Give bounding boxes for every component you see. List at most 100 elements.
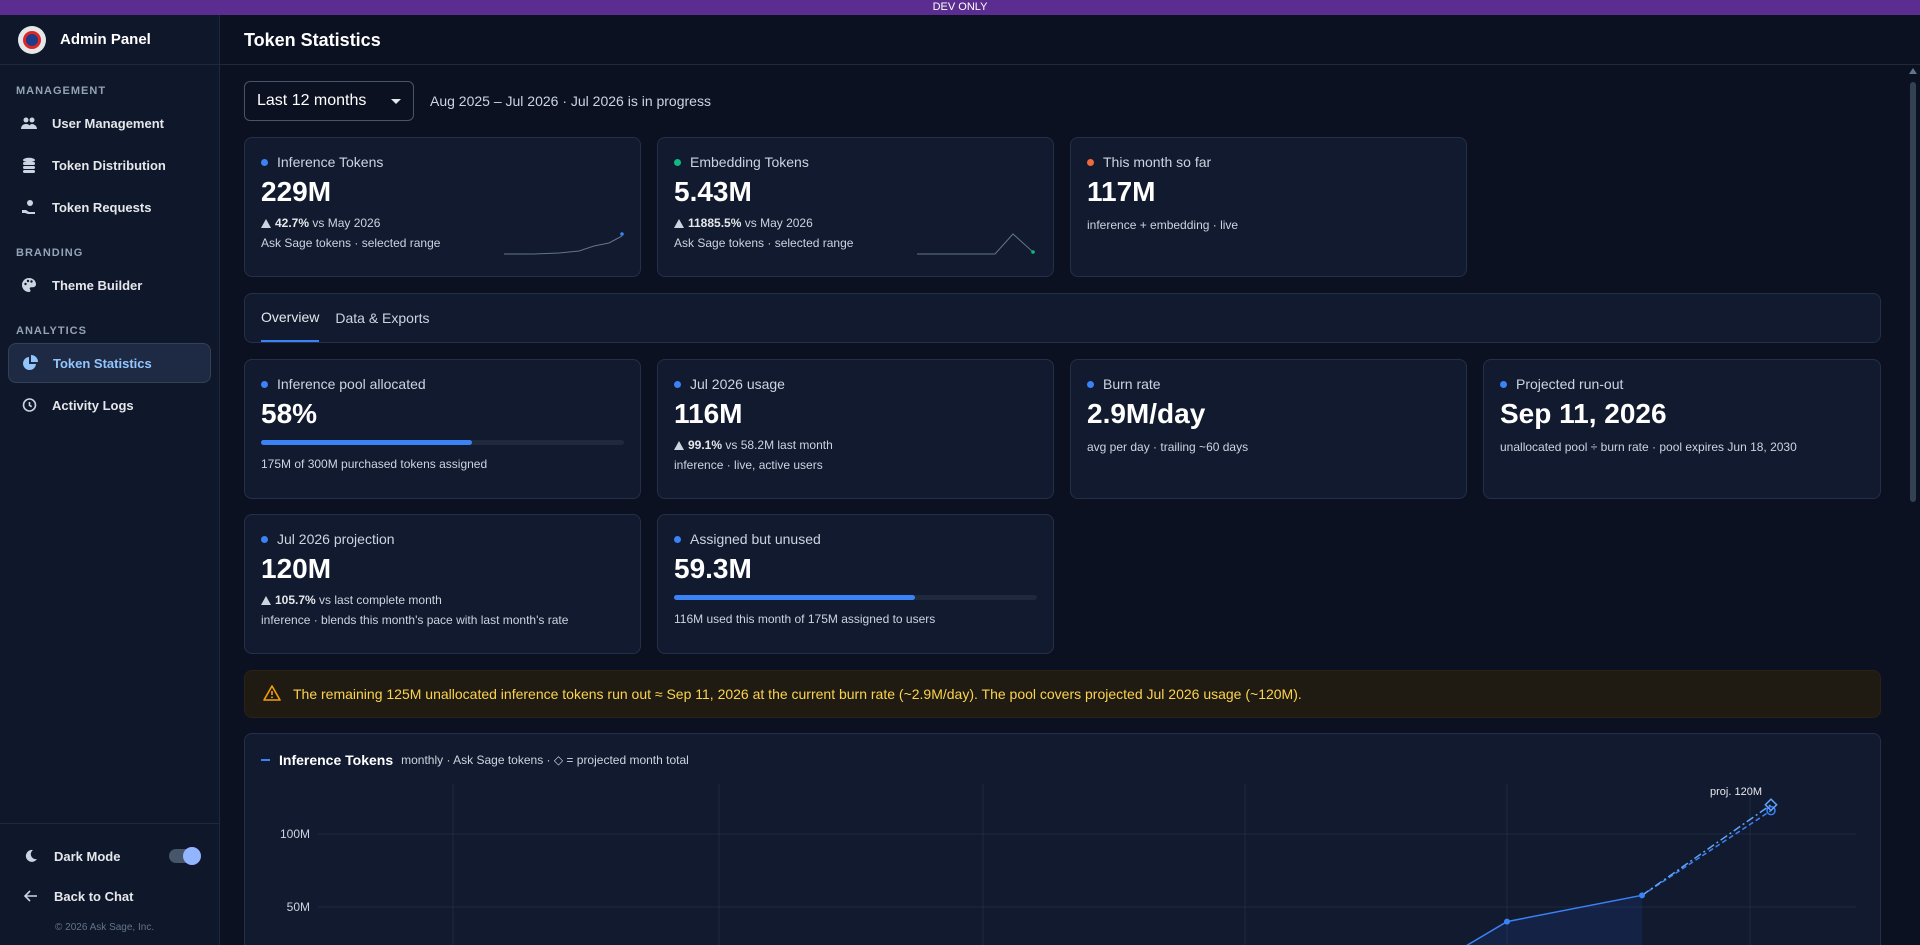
- sidebar-item-token-distribution[interactable]: Token Distribution: [8, 145, 211, 185]
- summary-card-month-so-far: This month so far 117M inference + embed…: [1070, 137, 1467, 277]
- coins-icon: [20, 156, 38, 174]
- metric-card-assigned-unused: Assigned but unused 59.3M 116M used this…: [657, 514, 1054, 654]
- triangle-up-icon: [674, 441, 684, 450]
- card-value: 5.43M: [674, 176, 752, 207]
- card-label: Jul 2026 projection: [277, 531, 395, 547]
- alert-text: The remaining 125M unallocated inference…: [293, 686, 1302, 702]
- sidebar-item-user-management[interactable]: User Management: [8, 103, 211, 143]
- legend-dot-icon: [261, 158, 268, 166]
- card-label: Projected run-out: [1516, 376, 1624, 392]
- arrow-left-icon: [22, 887, 40, 905]
- back-to-chat-label: Back to Chat: [54, 888, 134, 904]
- card-value: 59.3M: [674, 553, 752, 584]
- card-value: 120M: [261, 553, 332, 584]
- legend-dot-icon: [261, 380, 268, 388]
- range-select[interactable]: Last 12 months: [244, 81, 414, 121]
- scroll-up-icon[interactable]: [1909, 68, 1917, 74]
- top-bar: Token Statistics: [220, 15, 1920, 65]
- card-delta-suffix: vs May 2026: [744, 216, 813, 230]
- inference-chart: 100M 50M proj. 120M: [280, 784, 1856, 945]
- sidebar: Admin Panel MANAGEMENT User Management T…: [0, 15, 220, 945]
- chart-title: Inference Tokens: [279, 752, 394, 768]
- card-subtext: inference · live, active users: [674, 458, 823, 472]
- metric-card-pool-allocated: Inference pool allocated 58% 175M of 300…: [244, 359, 641, 499]
- card-delta-suffix: vs 58.2M last month: [725, 438, 833, 452]
- card-delta: 99.1%: [688, 438, 723, 452]
- legend-line-icon: [261, 759, 270, 761]
- legend-dot-icon: [1500, 380, 1507, 388]
- scrollbar-thumb[interactable]: [1910, 82, 1916, 502]
- brand-logo-icon: [18, 25, 46, 54]
- brand-title: Admin Panel: [60, 31, 151, 48]
- legend-dot-icon: [674, 380, 681, 388]
- sidebar-item-label: User Management: [52, 115, 164, 131]
- card-subtext: 116M used this month of 175M assigned to…: [674, 612, 936, 626]
- dark-mode-row: Dark Mode: [0, 836, 219, 876]
- range-select-value: Last 12 months: [257, 92, 367, 109]
- card-delta: 42.7%: [275, 216, 310, 230]
- section-label-management: MANAGEMENT: [16, 85, 107, 97]
- moon-icon: [22, 847, 40, 865]
- inference-chart-card: Inference Tokens monthly · Ask Sage toke…: [244, 733, 1881, 945]
- metric-card-month-usage: Jul 2026 usage 116M 99.1% vs 58.2M last …: [657, 359, 1054, 499]
- brand[interactable]: Admin Panel: [0, 15, 219, 65]
- triangle-up-icon: [261, 596, 271, 605]
- sidebar-item-label: Token Statistics: [53, 355, 152, 371]
- card-subtext: unallocated pool ÷ burn rate · pool expi…: [1500, 440, 1797, 454]
- data-point: [1639, 892, 1645, 899]
- tab-bar: Overview Data & Exports: [244, 293, 1881, 343]
- card-value: Sep 11, 2026: [1500, 398, 1667, 429]
- card-label: Inference Tokens: [277, 154, 384, 170]
- tab-data-exports[interactable]: Data & Exports: [335, 310, 430, 326]
- copyright: © 2026 Ask Sage, Inc.: [55, 922, 155, 933]
- chevron-down-icon: [391, 98, 401, 104]
- sidebar-item-label: Token Distribution: [52, 157, 166, 173]
- sidebar-item-activity-logs[interactable]: Activity Logs: [8, 385, 211, 425]
- back-to-chat-link[interactable]: Back to Chat: [0, 876, 219, 916]
- card-label: Burn rate: [1103, 376, 1161, 392]
- data-point: [1504, 918, 1510, 925]
- card-subtext: 175M of 300M purchased tokens assigned: [261, 457, 488, 471]
- card-value: 117M: [1087, 176, 1156, 207]
- scrollbar[interactable]: [1908, 68, 1918, 945]
- legend-dot-icon: [1087, 380, 1094, 388]
- metric-card-projection: Jul 2026 projection 120M 105.7% vs last …: [244, 514, 641, 654]
- card-label: This month so far: [1103, 154, 1212, 170]
- sidebar-item-label: Activity Logs: [52, 397, 134, 413]
- card-subtext: Ask Sage tokens · selected range: [261, 236, 441, 250]
- tab-overview[interactable]: Overview: [261, 294, 320, 342]
- card-value: 2.9M/day: [1087, 398, 1206, 429]
- sidebar-item-token-statistics[interactable]: Token Statistics: [8, 343, 211, 383]
- card-delta-suffix: vs May 2026: [312, 216, 381, 230]
- card-delta-suffix: vs last complete month: [319, 593, 442, 607]
- dev-banner: DEV ONLY: [0, 0, 1920, 15]
- triangle-up-icon: [261, 219, 271, 228]
- series-area: [1467, 895, 1642, 945]
- pie-chart-icon: [21, 354, 39, 372]
- hand-coin-icon: [20, 198, 38, 216]
- summary-card-inference: Inference Tokens 229M 42.7% vs May 2026 …: [244, 137, 641, 277]
- main-content: Last 12 months Aug 2025 – Jul 2026 · Jul…: [220, 65, 1905, 945]
- section-label-analytics: ANALYTICS: [16, 325, 87, 337]
- card-label: Assigned but unused: [690, 531, 821, 547]
- progress-bar: [674, 595, 1037, 600]
- series-line-projection: [1641, 804, 1772, 896]
- card-label: Inference pool allocated: [277, 376, 426, 392]
- dark-mode-label: Dark Mode: [54, 848, 121, 864]
- y-tick-label: 50M: [287, 900, 310, 914]
- sparkline-embedding: [917, 233, 1035, 255]
- card-delta: 11885.5%: [688, 216, 742, 230]
- history-icon: [20, 396, 38, 414]
- range-description: Aug 2025 – Jul 2026 · Jul 2026 is in pro…: [430, 93, 711, 109]
- card-label: Jul 2026 usage: [690, 376, 785, 392]
- sidebar-item-label: Theme Builder: [52, 277, 143, 293]
- sidebar-item-theme-builder[interactable]: Theme Builder: [8, 265, 211, 305]
- card-subtext: inference · blends this month's pace wit…: [261, 613, 569, 627]
- dark-mode-toggle[interactable]: [169, 847, 201, 865]
- runout-alert: The remaining 125M unallocated inference…: [244, 670, 1881, 718]
- sidebar-item-token-requests[interactable]: Token Requests: [8, 187, 211, 227]
- card-subtext: inference + embedding · live: [1087, 218, 1239, 232]
- card-subtext: avg per day · trailing ~60 days: [1087, 440, 1249, 454]
- users-icon: [20, 114, 38, 132]
- card-label: Embedding Tokens: [690, 154, 809, 170]
